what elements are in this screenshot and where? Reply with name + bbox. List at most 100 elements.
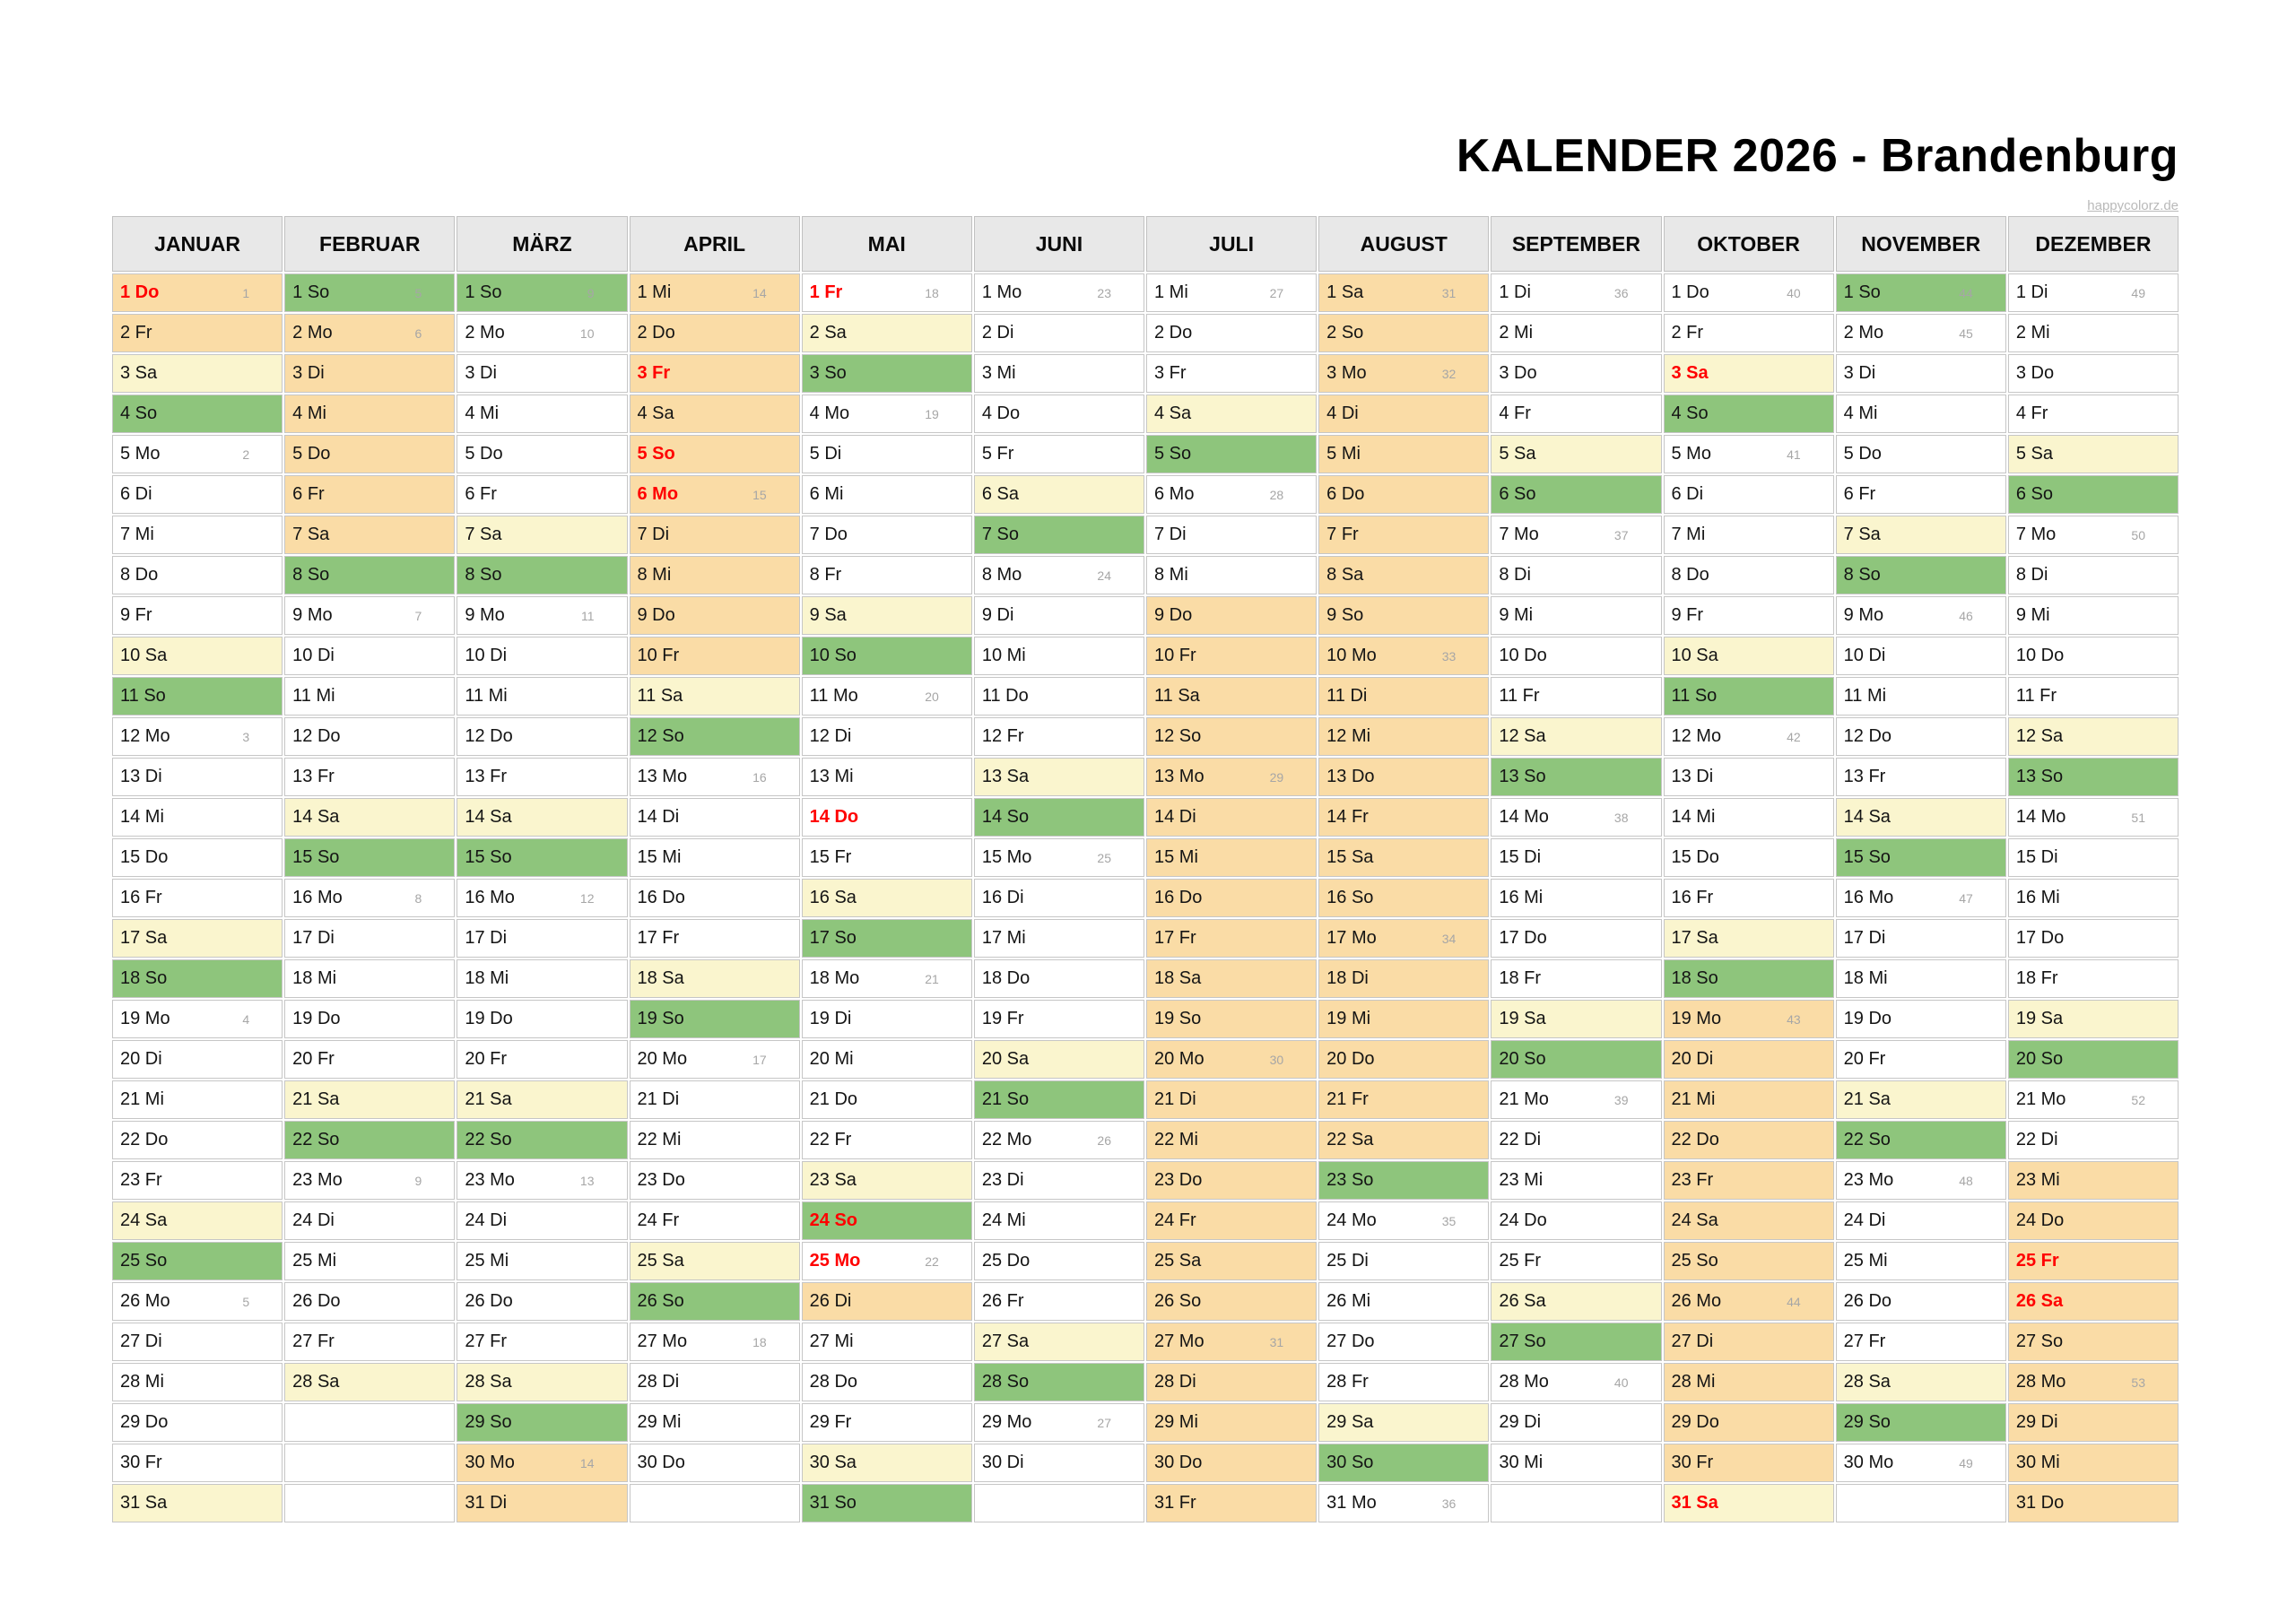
day-cell-november-26: 26 Do xyxy=(1835,1282,2006,1321)
day-label: 20 Di xyxy=(1671,1049,1714,1069)
day-cell-dezember-11: 11 Fr xyxy=(2007,677,2179,716)
day-cell-juni-12: 12 Fr xyxy=(973,717,1144,756)
day-label: 12 Mo xyxy=(1671,726,1722,746)
day-label: 25 Fr xyxy=(1499,1251,1542,1271)
day-cell-april-16: 16 Do xyxy=(629,879,800,917)
day-cell-oktober-12: 12 Mo 42 xyxy=(1663,717,1834,756)
day-cell-juli-28: 28 Di xyxy=(1146,1363,1318,1401)
week-number: 10 xyxy=(579,325,595,341)
day-label: 16 Mi xyxy=(2015,888,2060,907)
day-label: 13 Mo xyxy=(637,767,688,786)
day-cell-januar-17: 17 Sa xyxy=(112,919,283,958)
day-cell-februar-7: 7 Sa xyxy=(284,516,456,554)
day-label: 11 Fr xyxy=(1499,686,1540,706)
day-label: 6 Fr xyxy=(1843,484,1876,504)
day-label: 12 Mi xyxy=(1326,726,1371,746)
day-label: 22 Mi xyxy=(637,1130,682,1149)
day-label: 2 Do xyxy=(1154,323,1193,343)
day-label: 18 Mi xyxy=(292,968,337,988)
day-cell-dezember-16: 16 Mi xyxy=(2007,879,2179,917)
month-column-oktober: OKTOBER 1 Do 40 2 Fr 3 Sa 4 So 5 Mo 41 6 Di 7 Mi 8… xyxy=(1663,216,1834,1522)
month-column-januar: JANUAR 1 Do 1 2 Fr 3 Sa 4 So 5 Mo 2 6 Di 7 Mi 8 Do… xyxy=(112,216,283,1522)
day-cell-september-24: 24 Do xyxy=(1491,1201,1662,1240)
day-label: 2 Fr xyxy=(1671,323,1704,343)
week-number: 34 xyxy=(1441,931,1457,946)
day-cell-mai-20: 20 Mi xyxy=(801,1040,972,1079)
day-label: 12 So xyxy=(637,726,684,746)
day-label: 19 Mi xyxy=(1326,1009,1371,1028)
day-cell-mai-31: 31 So xyxy=(801,1484,972,1522)
day-cell-april-28: 28 Di xyxy=(629,1363,800,1401)
day-cell-september-29: 29 Di xyxy=(1491,1403,1662,1442)
day-cell-september-14: 14 Mo 38 xyxy=(1491,798,1662,837)
day-cell-august-1: 1 Sa 31 xyxy=(1318,273,1490,312)
week-number: 25 xyxy=(1097,850,1111,865)
day-cell-august-4: 4 Di xyxy=(1318,395,1490,433)
day-label: 18 Mi xyxy=(465,968,509,988)
day-label: 11 Fr xyxy=(2015,686,2057,706)
day-label: 28 Sa xyxy=(1843,1372,1891,1392)
day-cell-juni-25: 25 Do xyxy=(973,1242,1144,1280)
week-number: 40 xyxy=(1613,1375,1629,1390)
day-cell-august-11: 11 Di xyxy=(1318,677,1490,716)
day-cell-juli-3: 3 Fr xyxy=(1146,354,1318,393)
day-cell-mai-28: 28 Do xyxy=(801,1363,972,1401)
day-label: 21 Di xyxy=(1154,1089,1196,1109)
day-label: 4 Sa xyxy=(1154,403,1192,423)
day-cell-juni-11: 11 Do xyxy=(973,677,1144,716)
day-cell-februar-5: 5 Do xyxy=(284,435,456,473)
day-label: 31 Fr xyxy=(1154,1493,1196,1513)
day-label: 21 Do xyxy=(809,1089,858,1109)
day-label: 7 Fr xyxy=(1326,525,1359,544)
day-cell-september-13: 13 So xyxy=(1491,758,1662,796)
day-label: 16 So xyxy=(1326,888,1374,907)
day-cell-august-2: 2 So xyxy=(1318,314,1490,352)
day-cell-september-10: 10 Do xyxy=(1491,637,1662,675)
day-cell-april-15: 15 Mi xyxy=(629,838,800,877)
day-cell-oktober-28: 28 Mi xyxy=(1663,1363,1834,1401)
week-number: 40 xyxy=(1787,285,1801,300)
day-cell-juni-20: 20 Sa xyxy=(973,1040,1144,1079)
day-label: 22 Sa xyxy=(1326,1130,1374,1149)
day-cell-august-7: 7 Fr xyxy=(1318,516,1490,554)
day-label: 5 Do xyxy=(465,444,503,464)
source-link[interactable]: happycolorz.de xyxy=(2087,198,2179,213)
day-cell-dezember-26: 26 Sa xyxy=(2007,1282,2179,1321)
day-label: 2 Sa xyxy=(809,323,847,343)
day-label: 19 So xyxy=(1154,1009,1202,1028)
day-cell-januar-15: 15 Do xyxy=(112,838,283,877)
day-label: 3 Do xyxy=(1499,363,1537,383)
day-label: 1 Mi xyxy=(1154,282,1188,302)
day-cell-februar-16: 16 Mo 8 xyxy=(284,879,456,917)
day-label: 25 Di xyxy=(1326,1251,1369,1271)
day-label: 29 Do xyxy=(120,1412,169,1432)
week-number: 5 xyxy=(242,1294,250,1309)
day-cell-august-5: 5 Mi xyxy=(1318,435,1490,473)
day-label: 11 Sa xyxy=(637,686,683,706)
day-label: 1 Mo xyxy=(981,282,1022,302)
day-cell-mai-30: 30 Sa xyxy=(801,1444,972,1482)
month-header-september: SEPTEMBER xyxy=(1491,216,1662,272)
empty-cell xyxy=(284,1484,456,1522)
week-number: 47 xyxy=(1959,890,1973,906)
day-label: 12 Do xyxy=(465,726,513,746)
day-cell-august-20: 20 Do xyxy=(1318,1040,1490,1079)
day-label: 23 So xyxy=(1326,1170,1374,1190)
day-cell-oktober-15: 15 Do xyxy=(1663,838,1834,877)
day-cell-august-28: 28 Fr xyxy=(1318,1363,1490,1401)
day-label: 1 Do xyxy=(1671,282,1709,302)
day-cell-august-24: 24 Mo 35 xyxy=(1318,1201,1490,1240)
day-cell-august-25: 25 Di xyxy=(1318,1242,1490,1280)
day-label: 21 Mo xyxy=(2015,1089,2066,1109)
day-cell-oktober-18: 18 So xyxy=(1663,959,1834,998)
day-cell-dezember-5: 5 Sa xyxy=(2007,435,2179,473)
day-cell-juli-24: 24 Fr xyxy=(1146,1201,1318,1240)
month-column-september: SEPTEMBER 1 Di 36 2 Mi 3 Do 4 Fr 5 Sa 6 So 7 Mo 3… xyxy=(1491,216,1662,1522)
day-label: 6 Fr xyxy=(292,484,325,504)
day-cell-august-9: 9 So xyxy=(1318,596,1490,635)
day-label: 8 Di xyxy=(2015,565,2048,585)
day-cell-juni-17: 17 Mi xyxy=(973,919,1144,958)
day-label: 23 Fr xyxy=(120,1170,162,1190)
day-label: 27 Mo xyxy=(637,1331,688,1351)
day-label: 15 So xyxy=(465,847,512,867)
